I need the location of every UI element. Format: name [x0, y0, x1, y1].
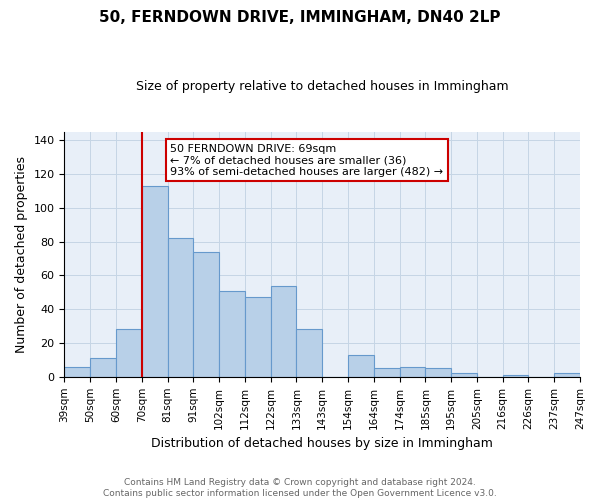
Bar [374, 368, 400, 377]
Text: Contains HM Land Registry data © Crown copyright and database right 2024.
Contai: Contains HM Land Registry data © Crown c… [103, 478, 497, 498]
Bar [425, 368, 451, 377]
Bar [348, 355, 374, 377]
Bar [451, 374, 477, 377]
Title: Size of property relative to detached houses in Immingham: Size of property relative to detached ho… [136, 80, 509, 93]
Bar [296, 330, 322, 377]
Y-axis label: Number of detached properties: Number of detached properties [15, 156, 28, 352]
Bar [503, 375, 529, 377]
Text: 50, FERNDOWN DRIVE, IMMINGHAM, DN40 2LP: 50, FERNDOWN DRIVE, IMMINGHAM, DN40 2LP [99, 10, 501, 25]
Text: 50 FERNDOWN DRIVE: 69sqm
← 7% of detached houses are smaller (36)
93% of semi-de: 50 FERNDOWN DRIVE: 69sqm ← 7% of detache… [170, 144, 443, 176]
Bar [245, 298, 271, 377]
Bar [554, 374, 580, 377]
Bar [142, 186, 167, 377]
Bar [90, 358, 116, 377]
X-axis label: Distribution of detached houses by size in Immingham: Distribution of detached houses by size … [151, 437, 493, 450]
Bar [400, 366, 425, 377]
Bar [116, 330, 142, 377]
Bar [167, 238, 193, 377]
Bar [219, 290, 245, 377]
Bar [64, 366, 90, 377]
Bar [271, 286, 296, 377]
Bar [193, 252, 219, 377]
